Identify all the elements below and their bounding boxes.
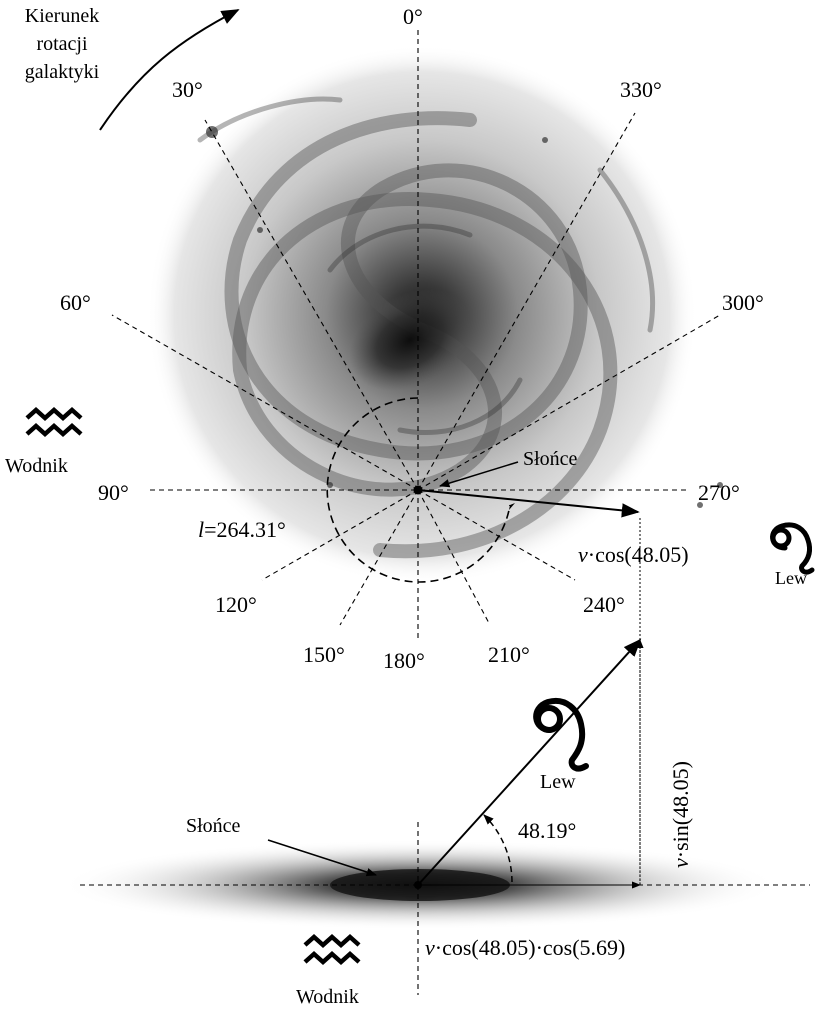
aquarius-icon	[25, 406, 83, 438]
v-symbol: v	[578, 542, 588, 567]
wodnik-label-bottom: Wodnik	[296, 986, 359, 1008]
lew-label-right: Lew	[775, 568, 807, 588]
longitude-symbol: l	[198, 517, 204, 542]
sun-label-bottom: Słońce	[186, 815, 241, 837]
wodnik-label-left: Wodnik	[5, 455, 68, 477]
angle-label-90: 90°	[98, 480, 129, 505]
sun-label-top: Słońce	[523, 448, 578, 470]
angle-label-300: 300°	[722, 290, 764, 315]
velocity-projection-arrow	[417, 489, 640, 518]
angle-label-180: 180°	[383, 648, 425, 673]
leo-icon	[770, 522, 815, 575]
v-symbol: v	[668, 858, 693, 868]
angle-label-210: 210°	[488, 642, 530, 667]
rotation-label-line1: Kierunek	[25, 5, 99, 27]
lew-label-middle: Lew	[540, 771, 576, 793]
longitude-arc-head	[509, 503, 515, 510]
rotation-label-line3: galaktyki	[25, 61, 100, 83]
angle-label-270: 270°	[698, 480, 740, 505]
v-sin-text: ·sin(48.05)	[668, 761, 693, 858]
angle-labels: 0° 30° 60° 90° 120° 150° 180° 210° 240° …	[60, 4, 764, 673]
angle-label-0: 0°	[403, 4, 423, 29]
angle-label-120: 120°	[215, 592, 257, 617]
longitude-lines	[111, 30, 721, 640]
sun-pointer-bottom	[267, 839, 377, 877]
v-sin-label: v·sin(48.05)	[668, 761, 693, 868]
v-cos-text: ·cos(48.05)	[588, 542, 689, 567]
v-cos-cos-label: v·cos(48.05)·cos(5.69)	[425, 935, 625, 960]
longitude-label: l=264.31°	[198, 517, 286, 542]
longitude-value: =264.31°	[204, 517, 286, 542]
angle-label-150: 150°	[303, 642, 345, 667]
sun-point-bottom	[414, 881, 422, 889]
v-cos-label: v·cos(48.05)	[578, 542, 689, 567]
rotation-arrow	[99, 9, 240, 131]
angle-label-30: 30°	[172, 77, 203, 102]
angle-label-240: 240°	[583, 592, 625, 617]
sun-pointer-top	[438, 461, 519, 488]
galaxy-face-on	[147, 45, 723, 585]
v-symbol: v	[425, 935, 435, 960]
velocity-inclined-arrow	[417, 638, 642, 886]
rotation-label-line2: rotacji	[36, 33, 88, 55]
elevation-angle-label: 48.19°	[518, 818, 576, 843]
v-cos-cos-text: ·cos(48.05)·cos(5.69)	[435, 935, 626, 960]
aquarius-icon	[303, 933, 361, 966]
leo-icon	[533, 697, 589, 772]
angle-label-60: 60°	[60, 290, 91, 315]
angle-label-330: 330°	[620, 77, 662, 102]
longitude-arc	[326, 397, 511, 583]
rotation-label: Kierunek rotacji galaktyki	[25, 5, 100, 83]
